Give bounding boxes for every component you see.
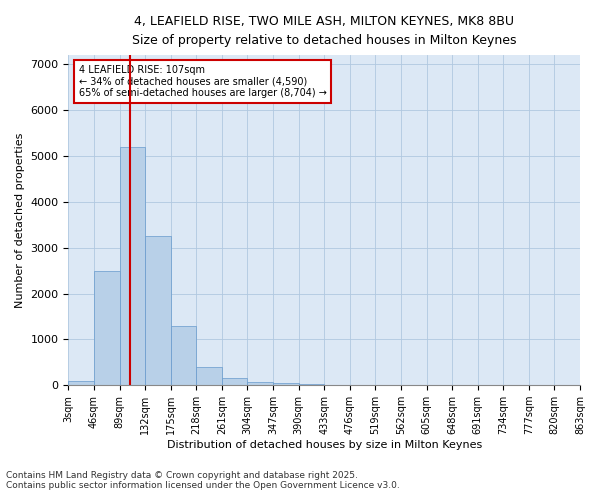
Bar xyxy=(247,382,273,385)
Bar xyxy=(68,380,94,385)
Bar xyxy=(119,147,145,385)
Bar xyxy=(171,326,196,385)
X-axis label: Distribution of detached houses by size in Milton Keynes: Distribution of detached houses by size … xyxy=(167,440,482,450)
Title: 4, LEAFIELD RISE, TWO MILE ASH, MILTON KEYNES, MK8 8BU
Size of property relative: 4, LEAFIELD RISE, TWO MILE ASH, MILTON K… xyxy=(132,15,517,47)
Bar xyxy=(145,236,171,385)
Text: 4 LEAFIELD RISE: 107sqm
← 34% of detached houses are smaller (4,590)
65% of semi: 4 LEAFIELD RISE: 107sqm ← 34% of detache… xyxy=(79,65,326,98)
Bar xyxy=(196,367,222,385)
Bar xyxy=(222,378,247,385)
Y-axis label: Number of detached properties: Number of detached properties xyxy=(15,132,25,308)
Bar xyxy=(299,384,324,385)
Text: Contains HM Land Registry data © Crown copyright and database right 2025.
Contai: Contains HM Land Registry data © Crown c… xyxy=(6,470,400,490)
Bar xyxy=(94,270,119,385)
Bar xyxy=(273,383,299,385)
